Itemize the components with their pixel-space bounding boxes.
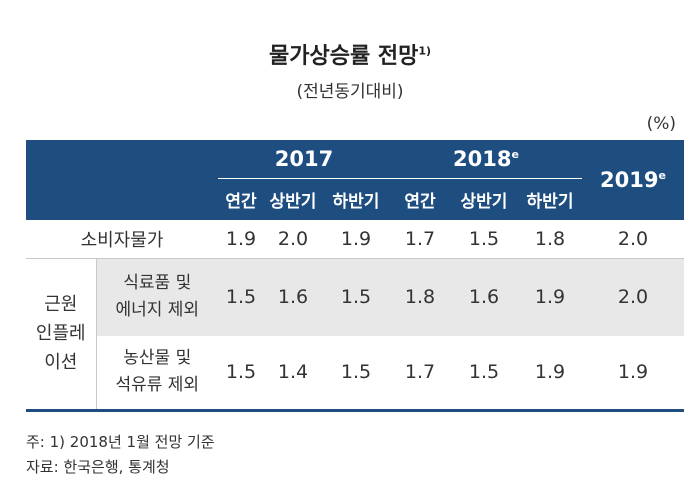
core-label-line: 이션 [44,352,78,373]
header-2018-text: 2018 [453,146,512,171]
cell-value: 2.0 [582,220,685,259]
sub-label-line: 식료품 및 [123,273,192,294]
title-text: 물가상승률 전망 [268,44,419,69]
table-row-core-ex-food-energy: 근원 인플레 이션 식료품 및 에너지 제외 1.5 1.6 1.5 1.8 1… [26,258,685,412]
header-2017: 2017 [218,140,390,179]
table-row-cpi: 소비자물가 1.9 2.0 1.9 1.7 1.5 1.8 2.0 [26,220,685,259]
table-row-core-ex-agri-oil: 농산물 및 석유류 제외 1.5 1.4 1.5 1.7 1.5 1.9 1.9 [26,336,685,412]
header-2017-annual: 연간 [218,178,264,220]
header-2018-annual: 연간 [390,178,450,220]
cell-value: 1.9 [518,336,583,412]
cell-value: 1.9 [322,220,390,259]
row-label-ex-agri-oil: 농산물 및 석유류 제외 [96,336,218,412]
cell-value: 1.5 [450,336,518,412]
header-2018: 2018e [390,140,583,179]
cell-value: 1.9 [582,336,685,412]
core-label-line: 근원 [44,294,78,315]
cell-value: 1.9 [518,258,583,336]
cell-value: 2.0 [264,220,322,259]
footnote-basis: 주: 1) 2018년 1월 전망 기준 [26,433,215,451]
header-2017-h2: 하반기 [322,178,390,220]
sub-label-line: 에너지 제외 [115,300,200,321]
footnote-source: 자료: 한국은행, 통계청 [26,458,170,476]
core-label-line: 인플레 [35,323,86,344]
cell-value: 1.4 [264,336,322,412]
header-2019-mark: e [658,169,666,182]
header-row-periods: 연간 상반기 하반기 연간 상반기 하반기 [26,178,685,220]
cell-value: 1.5 [218,258,264,336]
table-subtitle: (전년동기대비) [296,82,404,102]
footnotes: 주: 1) 2018년 1월 전망 기준 자료: 한국은행, 통계청 [26,430,215,480]
cell-value: 1.6 [264,258,322,336]
title-footnote-mark: 1) [418,44,432,58]
header-corner [26,140,218,220]
header-2018-h1: 상반기 [450,178,518,220]
row-label-cpi: 소비자물가 [26,220,218,259]
header-2018-mark: e [511,147,519,161]
cell-value: 1.5 [218,336,264,412]
cell-value: 1.8 [518,220,583,259]
row-label-core-inflation: 근원 인플레 이션 [26,258,97,412]
header-2019: 2019e [582,140,685,220]
cell-value: 1.9 [218,220,264,259]
sub-label-line: 농산물 및 [123,348,192,369]
cell-value: 1.7 [390,336,450,412]
row-label-ex-food-energy: 식료품 및 에너지 제외 [96,258,218,336]
table-title: 물가상승률 전망1) [0,38,700,70]
header-2019-text: 2019 [600,168,659,192]
sub-label-line: 석유류 제외 [115,375,200,396]
inflation-outlook-table: 2017 2018e 2019e 연간 상반기 하반기 연간 상반기 하반기 소… [26,140,685,412]
cell-value: 1.5 [450,220,518,259]
header-2017-h1: 상반기 [264,178,322,220]
cell-value: 1.5 [322,258,390,336]
unit-label: (%) [646,114,676,134]
cell-value: 1.5 [322,336,390,412]
cell-value: 2.0 [582,258,685,336]
header-2018-h2: 하반기 [518,178,583,220]
cell-value: 1.8 [390,258,450,336]
cell-value: 1.6 [450,258,518,336]
cell-value: 1.7 [390,220,450,259]
header-row-years: 2017 2018e 2019e [26,140,685,220]
